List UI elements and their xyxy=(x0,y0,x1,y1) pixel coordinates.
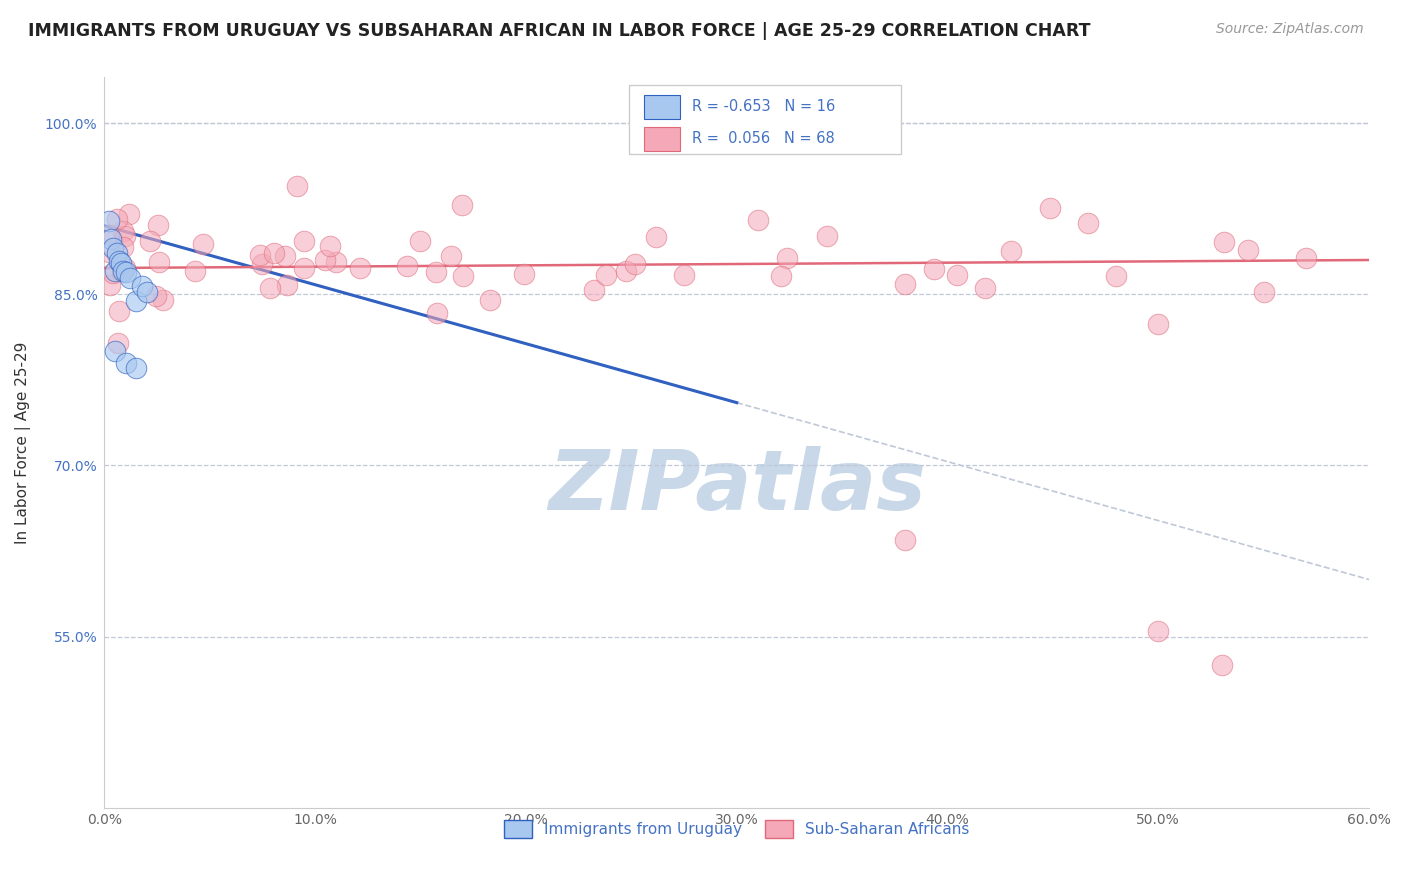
Point xyxy=(1147,317,1170,331)
Point xyxy=(922,261,945,276)
Point xyxy=(1237,243,1260,257)
Point xyxy=(105,212,128,227)
Point xyxy=(148,255,170,269)
Point xyxy=(479,293,502,307)
Point xyxy=(1147,624,1170,638)
Point xyxy=(110,256,132,270)
Point xyxy=(1000,244,1022,258)
Point xyxy=(614,264,637,278)
Point xyxy=(111,240,134,254)
Point xyxy=(249,248,271,262)
Point xyxy=(1295,252,1317,266)
Point xyxy=(595,268,617,283)
Point xyxy=(98,278,121,293)
Point xyxy=(131,279,153,293)
Point xyxy=(114,265,136,279)
Point xyxy=(409,234,432,248)
Point xyxy=(112,224,135,238)
Point xyxy=(644,230,666,244)
Point xyxy=(1253,285,1275,299)
Point xyxy=(125,293,148,308)
Point xyxy=(894,533,917,547)
Bar xyxy=(644,128,681,151)
Point xyxy=(973,281,995,295)
Point xyxy=(118,271,141,285)
Point xyxy=(101,241,124,255)
Point xyxy=(118,207,141,221)
Point xyxy=(395,259,418,273)
Point xyxy=(1105,268,1128,283)
Point xyxy=(184,264,207,278)
Text: R = -0.653   N = 16: R = -0.653 N = 16 xyxy=(693,99,835,114)
Point xyxy=(274,250,297,264)
Point xyxy=(104,344,127,359)
Point xyxy=(98,228,121,243)
Point xyxy=(1211,658,1233,673)
Point xyxy=(426,306,449,320)
Point xyxy=(97,214,120,228)
Point xyxy=(349,261,371,276)
Point xyxy=(292,261,315,276)
Point xyxy=(139,235,162,249)
Point xyxy=(250,257,273,271)
Text: R =  0.056   N = 68: R = 0.056 N = 68 xyxy=(693,131,835,146)
Point xyxy=(451,269,474,284)
Y-axis label: In Labor Force | Age 25-29: In Labor Force | Age 25-29 xyxy=(15,342,31,544)
Point xyxy=(439,249,461,263)
Point xyxy=(111,264,134,278)
Point xyxy=(114,229,136,244)
Point xyxy=(319,239,342,253)
Point xyxy=(100,232,122,246)
Point xyxy=(292,234,315,248)
Point xyxy=(815,228,838,243)
Point xyxy=(314,253,336,268)
Point xyxy=(1038,201,1060,215)
Point xyxy=(672,268,695,282)
Point xyxy=(623,257,645,271)
Point xyxy=(425,265,447,279)
Point xyxy=(945,268,967,283)
Text: Source: ZipAtlas.com: Source: ZipAtlas.com xyxy=(1216,22,1364,37)
Point xyxy=(325,255,347,269)
Point xyxy=(152,293,174,307)
Point xyxy=(112,264,135,278)
Point xyxy=(193,237,215,252)
Point xyxy=(105,246,128,260)
Point xyxy=(451,198,474,212)
Point xyxy=(776,252,799,266)
Point xyxy=(148,218,170,232)
Point xyxy=(583,283,606,297)
Point xyxy=(114,356,136,370)
Point xyxy=(135,285,157,299)
Point xyxy=(107,303,129,318)
Point xyxy=(259,281,281,295)
Point xyxy=(98,244,121,259)
Point xyxy=(104,264,127,278)
Point xyxy=(145,288,167,302)
Legend: Immigrants from Uruguay, Sub-Saharan Africans: Immigrants from Uruguay, Sub-Saharan Afr… xyxy=(498,814,976,844)
Point xyxy=(1212,235,1234,249)
Point xyxy=(894,277,917,291)
Point xyxy=(114,261,136,276)
Point xyxy=(103,266,125,280)
Bar xyxy=(644,95,681,119)
Point xyxy=(1077,216,1099,230)
Point xyxy=(263,245,285,260)
Bar xyxy=(630,85,901,154)
Text: IMMIGRANTS FROM URUGUAY VS SUBSAHARAN AFRICAN IN LABOR FORCE | AGE 25-29 CORRELA: IMMIGRANTS FROM URUGUAY VS SUBSAHARAN AF… xyxy=(28,22,1091,40)
Point xyxy=(747,212,769,227)
Point xyxy=(107,336,129,351)
Point xyxy=(512,267,534,281)
Point xyxy=(125,361,148,376)
Point xyxy=(285,178,308,193)
Point xyxy=(108,254,131,268)
Point xyxy=(276,278,298,293)
Text: ZIPatlas: ZIPatlas xyxy=(548,446,925,527)
Point xyxy=(770,269,793,284)
